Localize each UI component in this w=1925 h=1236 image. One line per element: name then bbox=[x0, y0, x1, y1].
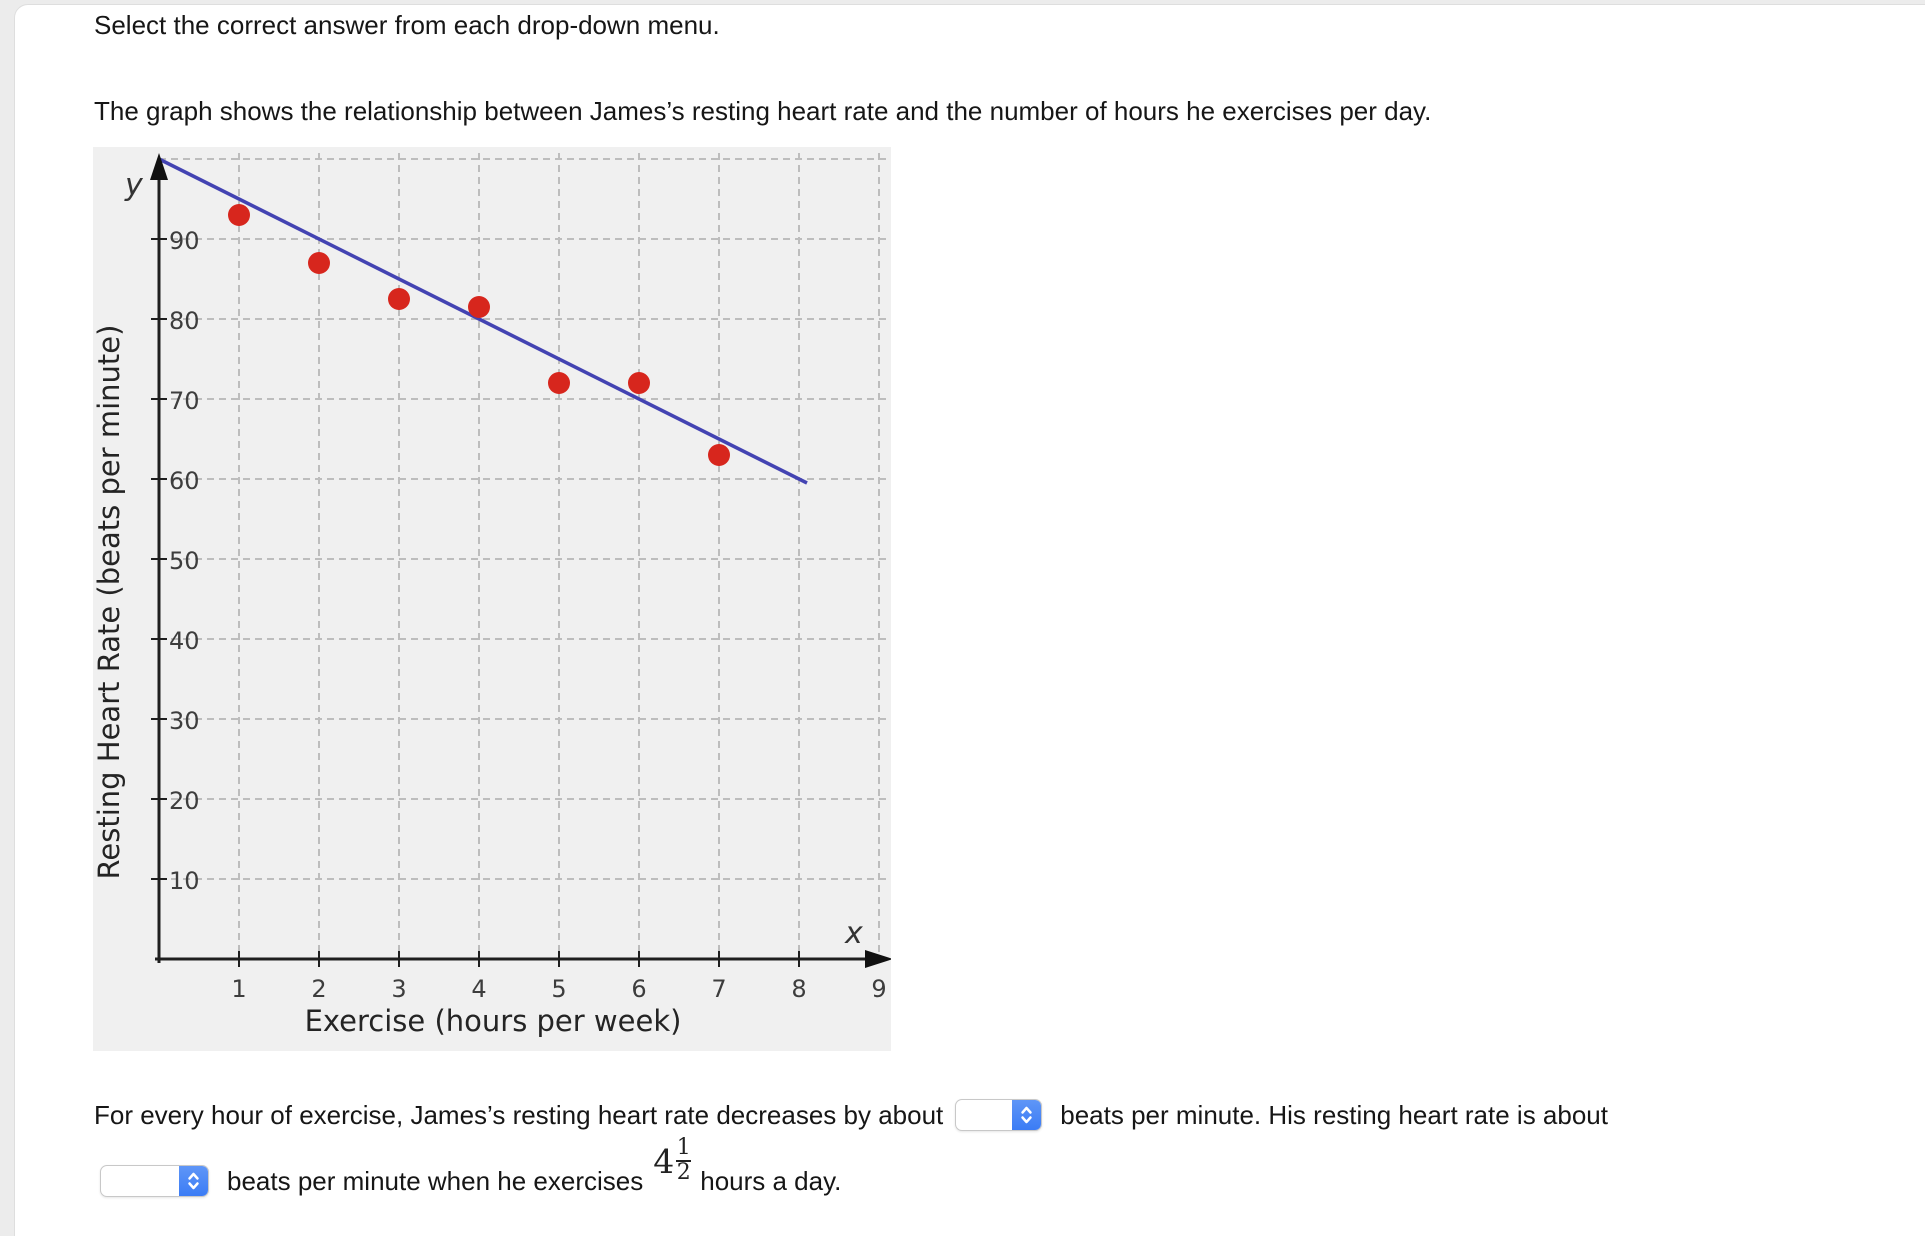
data-point bbox=[708, 444, 730, 466]
chart-panel: 1 2 3 4 5 6 7 8 9 10 20 30 40 50 60 70 80 90 y x Exercise (h… bbox=[93, 147, 891, 1051]
x-tick-label: 8 bbox=[791, 975, 806, 1003]
data-point bbox=[228, 204, 250, 226]
dropdown-value bbox=[101, 1166, 179, 1196]
fraction-numerator: 1 bbox=[676, 1135, 691, 1161]
x-tick-label: 1 bbox=[231, 975, 246, 1003]
resting-rate-dropdown[interactable] bbox=[100, 1165, 209, 1197]
question-line-1-text-after: beats per minute. His resting heart rate… bbox=[1060, 1100, 1608, 1130]
x-tick-label: 5 bbox=[551, 975, 566, 1003]
question-line-2: beats per minute when he exercises 4 1 2… bbox=[100, 1137, 842, 1206]
question-line-2-text-between: beats per minute when he exercises bbox=[227, 1166, 644, 1196]
fraction-bar bbox=[676, 1160, 692, 1162]
x-tick-label: 9 bbox=[871, 975, 886, 1003]
y-tick-label: 50 bbox=[169, 547, 200, 575]
question-line-2-text-after: hours a day. bbox=[700, 1166, 842, 1196]
x-tick-label: 7 bbox=[711, 975, 726, 1003]
y-axis-title: Resting Heart Rate (beats per minute) bbox=[93, 325, 126, 880]
data-point bbox=[548, 372, 570, 394]
x-tick-label: 2 bbox=[311, 975, 326, 1003]
y-tick-label: 10 bbox=[169, 867, 200, 895]
y-axis-letter: y bbox=[124, 168, 144, 203]
fraction-denominator: 2 bbox=[676, 1160, 691, 1185]
y-tick-label: 60 bbox=[169, 467, 200, 495]
y-tick-label: 20 bbox=[169, 787, 200, 815]
x-axis-letter: x bbox=[844, 916, 863, 951]
x-axis-title: Exercise (hours per week) bbox=[305, 1004, 682, 1038]
x-tick-label: 4 bbox=[471, 975, 486, 1003]
mixed-number: 4 1 2 bbox=[653, 1135, 692, 1186]
dropdown-chevrons-icon bbox=[179, 1166, 208, 1196]
fraction: 1 2 bbox=[676, 1135, 692, 1185]
mixed-number-whole: 4 bbox=[653, 1141, 675, 1181]
data-point bbox=[628, 372, 650, 394]
data-point bbox=[308, 252, 330, 274]
y-tick-label: 90 bbox=[169, 227, 200, 255]
description-text: The graph shows the relationship between… bbox=[94, 96, 1432, 126]
y-tick-label: 80 bbox=[169, 307, 200, 335]
question-line-1: For every hour of exercise, James’s rest… bbox=[94, 1097, 1608, 1133]
x-tick-label: 6 bbox=[631, 975, 646, 1003]
dropdown-value bbox=[956, 1100, 1012, 1130]
x-tick-label: 3 bbox=[391, 975, 406, 1003]
data-point bbox=[388, 288, 410, 310]
y-tick-label: 70 bbox=[169, 387, 200, 415]
x-axis-arrow-icon bbox=[865, 950, 891, 968]
question-line-1-text-before: For every hour of exercise, James’s rest… bbox=[94, 1100, 944, 1130]
data-point bbox=[468, 296, 490, 318]
rate-decrease-dropdown[interactable] bbox=[955, 1099, 1043, 1131]
y-tick-label: 40 bbox=[169, 627, 200, 655]
instruction-text: Select the correct answer from each drop… bbox=[94, 10, 720, 40]
trend-line bbox=[158, 157, 808, 485]
y-tick-label: 30 bbox=[169, 707, 200, 735]
dropdown-chevrons-icon bbox=[1012, 1100, 1042, 1130]
y-axis-arrow-icon bbox=[150, 153, 168, 180]
scatter-chart: 1 2 3 4 5 6 7 8 9 10 20 30 40 50 60 70 80 90 y x Exercise (h… bbox=[93, 153, 891, 1038]
